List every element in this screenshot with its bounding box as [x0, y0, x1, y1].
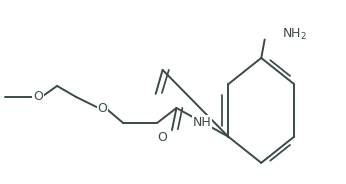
Text: NH$_2$: NH$_2$ — [282, 26, 307, 42]
Text: NH: NH — [193, 116, 212, 129]
Text: O: O — [158, 131, 167, 144]
Text: O: O — [33, 91, 43, 103]
Text: O: O — [97, 102, 107, 114]
